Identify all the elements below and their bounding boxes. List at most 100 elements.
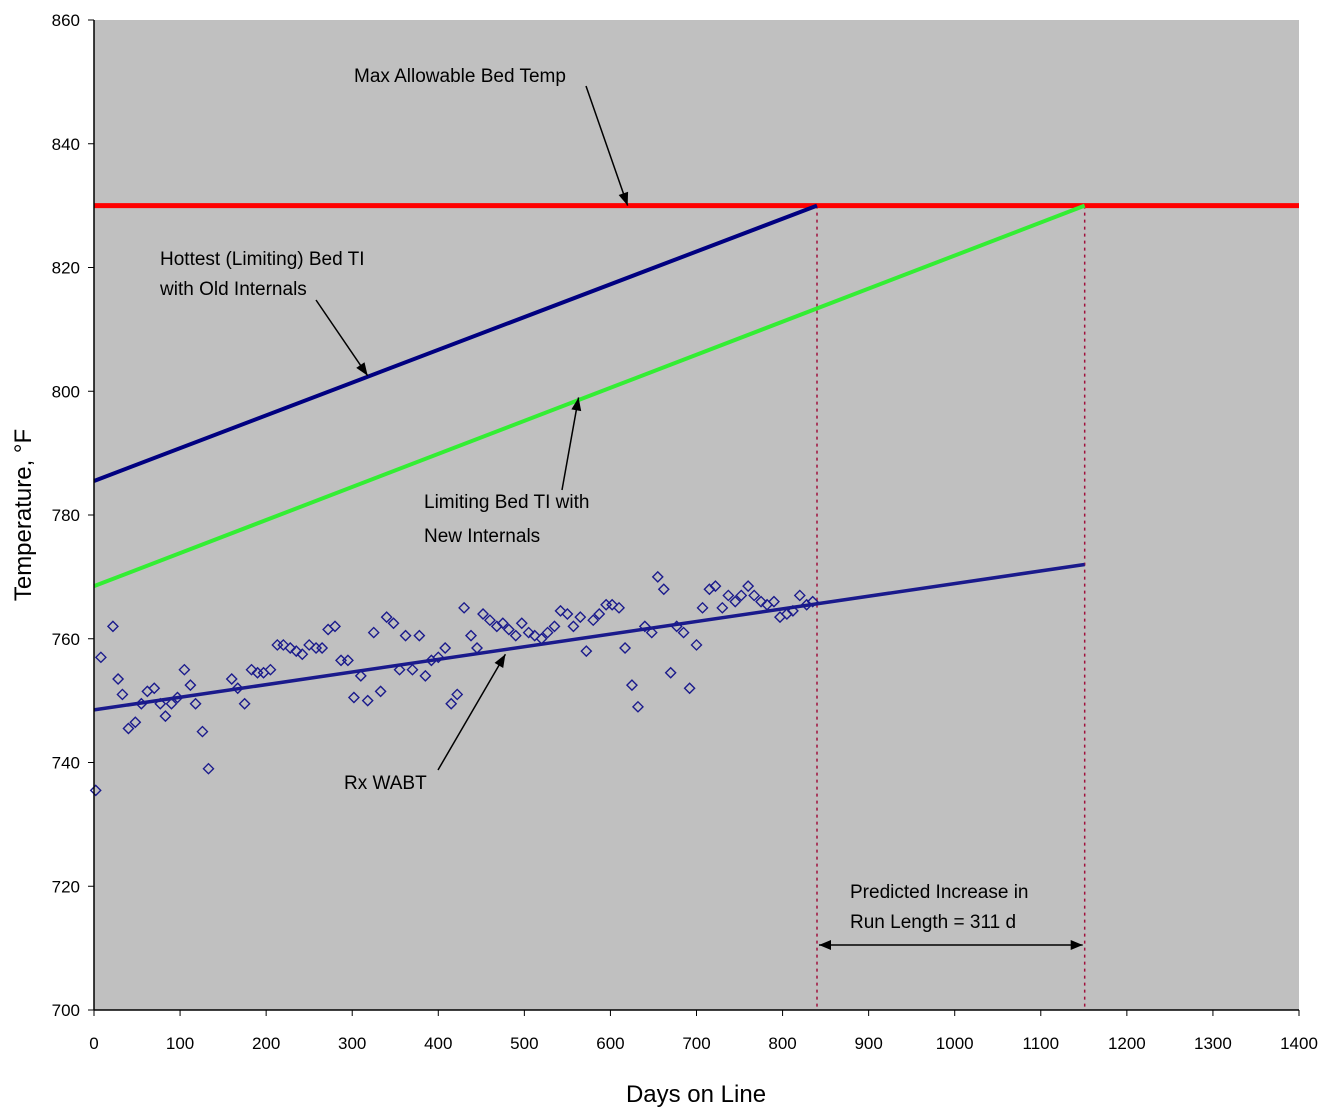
wabt-point (296, 648, 309, 661)
wabt-point (509, 629, 522, 642)
wabt-point (561, 608, 574, 620)
wabt-point (625, 679, 638, 692)
x-tick-label: 300 (338, 1034, 366, 1053)
wabt-point (735, 589, 748, 602)
wabt-point (567, 620, 580, 633)
wabt-point (122, 722, 135, 735)
wabt-point (432, 651, 445, 664)
wabt-point (413, 629, 426, 642)
run-length-label-line1: Predicted Increase in (850, 882, 1029, 903)
wabt-point (806, 595, 819, 608)
y-tick-label: 840 (52, 135, 80, 154)
wabt-point (135, 697, 148, 710)
wabt-point (165, 697, 178, 710)
wabt-point (528, 629, 541, 642)
wabt-point (264, 663, 277, 676)
wabt-point (742, 580, 755, 593)
wabt-point (722, 589, 735, 602)
wabt-point (159, 710, 172, 723)
wabt-point (89, 784, 102, 797)
wabt-point (574, 611, 587, 624)
wabt-point (496, 617, 509, 630)
wabt-point (645, 626, 658, 639)
wabt-point (587, 614, 600, 627)
x-tick-label: 500 (510, 1034, 538, 1053)
series-lines (93, 203, 1299, 712)
wabt-point (515, 617, 528, 630)
wabt-point (677, 626, 690, 639)
run-length-markers (816, 205, 1086, 1010)
wabt-point (361, 694, 374, 707)
wabt-point (329, 620, 341, 633)
wabt-point (94, 651, 107, 664)
y-tick-label: 700 (52, 1001, 80, 1020)
wabt-point (387, 617, 400, 630)
wabt-point (451, 688, 464, 701)
new-internals-line (93, 203, 1086, 589)
wabt-point (231, 682, 244, 695)
wabt-points (89, 570, 819, 797)
wabt-point (670, 620, 683, 633)
wabt-point (439, 642, 452, 655)
x-tick-label: 400 (424, 1034, 452, 1053)
new-internals-arrow (561, 397, 580, 491)
new-internals-label-line2: New Internals (424, 526, 540, 547)
x-tick-label: 800 (768, 1034, 796, 1053)
wabt-point (154, 697, 167, 710)
wabt-point (535, 632, 548, 645)
max-temp-label: Max Allowable Bed Temp (354, 66, 566, 87)
wabt-trend-line (93, 562, 1085, 712)
wabt-point (593, 608, 606, 620)
wabt-point (399, 629, 412, 642)
max-temp-arrow (585, 85, 629, 206)
wabt-point (554, 604, 567, 617)
wabt-point (106, 620, 119, 633)
x-tick-label: 600 (596, 1034, 624, 1053)
wabt-point (690, 638, 703, 651)
wabt-point (112, 672, 125, 685)
wabt-point (522, 626, 535, 639)
wabt-point (202, 762, 215, 775)
wabt-point (171, 691, 184, 704)
old-internals-arrow-head (356, 362, 368, 376)
wabt-arrow-head (494, 654, 506, 668)
wabt-point (729, 595, 742, 608)
wabt-point (786, 604, 799, 617)
wabt-point (341, 654, 354, 667)
wabt-arrow (437, 653, 507, 771)
x-tick-label: 1000 (936, 1034, 974, 1053)
wabt-point (793, 589, 806, 602)
wabt-point (225, 672, 238, 685)
wabt-point (380, 611, 393, 624)
x-tick-label: 1200 (1108, 1034, 1146, 1053)
wabt-point (657, 583, 670, 596)
wabt-point (284, 642, 297, 655)
wabt-point (178, 663, 191, 676)
wabt-point (354, 669, 367, 682)
x-tick-label: 200 (252, 1034, 280, 1053)
run-length-arrow-head-left (819, 940, 831, 950)
wabt-point (471, 642, 484, 655)
x-axis-ticks: 0 100 200 300 400 500 600 700 800 900 1000 1100 1200… (89, 1010, 1318, 1053)
x-tick-label: 1400 (1280, 1034, 1318, 1053)
wabt-point (748, 589, 761, 602)
wabt-point (347, 691, 360, 704)
wabt-point (196, 725, 209, 738)
wabt-point (502, 623, 515, 636)
wabt-point (367, 626, 380, 639)
old-internals-line (93, 203, 818, 483)
wabt-point (755, 595, 768, 608)
wabt-point (619, 642, 632, 655)
wabt-point (767, 595, 780, 608)
y-tick-label: 800 (52, 382, 80, 401)
wabt-point (548, 620, 561, 633)
y-tick-label: 760 (52, 630, 80, 649)
wabt-point (716, 601, 729, 614)
wabt-point (580, 645, 593, 658)
wabt-point (129, 716, 142, 729)
wabt-point (303, 638, 316, 651)
wabt-point (316, 642, 329, 655)
wabt-point (631, 700, 644, 713)
y-axis-title: Temperature, °F (10, 429, 37, 601)
